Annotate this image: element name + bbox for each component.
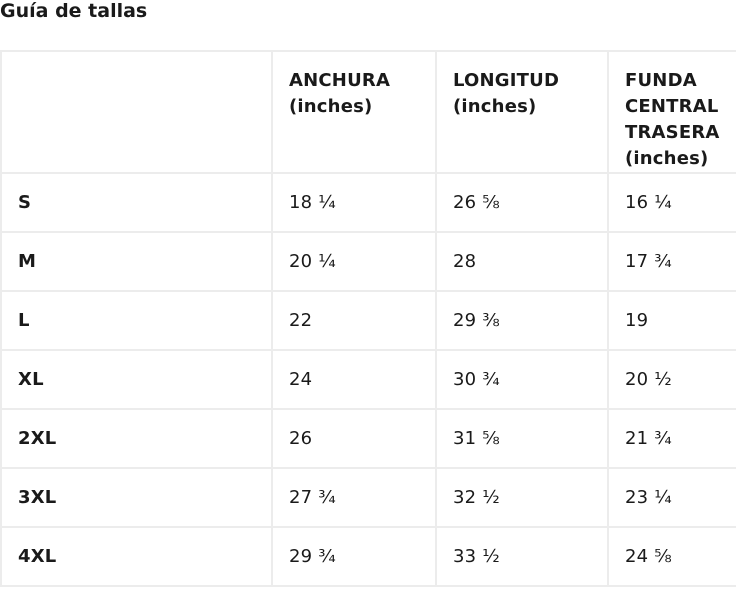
table-row: 4XL 29 ¾ 33 ½ 24 ⅝ [0,526,736,587]
table-header-row: ANCHURA (inches) LONGITUD (inches) FUNDA… [0,50,736,174]
size-cell: XL [0,349,273,410]
length-cell: 33 ½ [435,526,609,587]
size-cell: M [0,231,273,292]
length-cell: 31 ⅝ [435,408,609,469]
table-row: 3XL 27 ¾ 32 ½ 23 ¼ [0,467,736,528]
length-cell: 30 ¾ [435,349,609,410]
size-chart-table: ANCHURA (inches) LONGITUD (inches) FUNDA… [0,50,736,587]
center-back-cell: 17 ¾ [607,231,736,292]
table-row: XL 24 30 ¾ 20 ½ [0,349,736,410]
center-back-cell: 20 ½ [607,349,736,410]
table-row: L 22 29 ⅜ 19 [0,290,736,351]
length-cell: 29 ⅜ [435,290,609,351]
center-back-cell: 21 ¾ [607,408,736,469]
header-center-back: FUNDA CENTRAL TRASERA (inches) [607,50,736,174]
size-cell: 4XL [0,526,273,587]
size-cell: 2XL [0,408,273,469]
table-row: 2XL 26 31 ⅝ 21 ¾ [0,408,736,469]
length-cell: 28 [435,231,609,292]
center-back-cell: 23 ¼ [607,467,736,528]
width-cell: 20 ¼ [271,231,437,292]
header-length: LONGITUD (inches) [435,50,609,174]
width-cell: 24 [271,349,437,410]
center-back-cell: 24 ⅝ [607,526,736,587]
center-back-cell: 19 [607,290,736,351]
length-cell: 32 ½ [435,467,609,528]
width-cell: 22 [271,290,437,351]
header-width: ANCHURA (inches) [271,50,437,174]
table-row: S 18 ¼ 26 ⅝ 16 ¼ [0,172,736,233]
width-cell: 18 ¼ [271,172,437,233]
page-title: Guía de tallas [0,0,148,22]
width-cell: 27 ¾ [271,467,437,528]
length-cell: 26 ⅝ [435,172,609,233]
center-back-cell: 16 ¼ [607,172,736,233]
size-cell: 3XL [0,467,273,528]
width-cell: 26 [271,408,437,469]
size-cell: S [0,172,273,233]
table-row: M 20 ¼ 28 17 ¾ [0,231,736,292]
size-cell: L [0,290,273,351]
width-cell: 29 ¾ [271,526,437,587]
header-empty [0,50,273,174]
